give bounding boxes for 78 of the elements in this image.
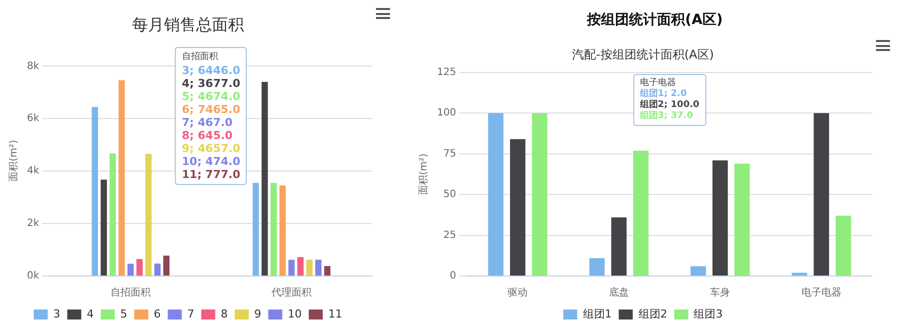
annotation: 4; 3677.0 bbox=[182, 77, 240, 90]
y-tick-label: 4k bbox=[26, 166, 40, 177]
x-tick-label: 自招面积 bbox=[110, 286, 151, 299]
bar bbox=[306, 260, 313, 276]
bar bbox=[92, 106, 98, 276]
x-tick-label: 代理面积 bbox=[270, 288, 312, 299]
y-tick-label: 0 bbox=[450, 270, 456, 282]
annotation: 组团2; 100.0 bbox=[640, 100, 700, 110]
y-tick-label: 100 bbox=[436, 108, 456, 119]
y-axis-title: 面积(m²) bbox=[8, 140, 20, 182]
bar bbox=[279, 186, 286, 276]
legend-label: 5 bbox=[120, 307, 128, 320]
y-tick-label: 0k bbox=[26, 270, 40, 282]
legend-label: 9 bbox=[254, 307, 262, 320]
bar bbox=[252, 182, 259, 276]
annotation: 5; 4674.0 bbox=[182, 90, 240, 104]
annotation: 10; 474.0 bbox=[182, 155, 240, 168]
y-tick-label: 2k bbox=[26, 218, 40, 230]
bar bbox=[163, 256, 170, 276]
bar bbox=[127, 264, 134, 276]
legend-label: 3 bbox=[53, 307, 60, 320]
bar bbox=[532, 113, 548, 276]
x-tick-label: 底盘 bbox=[608, 286, 629, 299]
y-axis-title: 面积(m²) bbox=[418, 153, 430, 195]
legend-label: 11 bbox=[328, 307, 342, 320]
bar bbox=[270, 182, 277, 276]
y-tick-label: 125 bbox=[436, 66, 456, 78]
bar bbox=[136, 259, 143, 276]
y-tick-label: 8k bbox=[26, 60, 40, 72]
x-tick-label: 车身 bbox=[710, 286, 730, 299]
chart-subtitle: 汽配-按组团统计面积(A区) bbox=[572, 47, 714, 62]
annotation: 组团3; 37.0 bbox=[640, 111, 694, 122]
bar bbox=[100, 180, 107, 276]
bar bbox=[792, 272, 808, 276]
bar bbox=[734, 164, 750, 276]
bar bbox=[633, 150, 649, 276]
annotation: 6; 7465.0 bbox=[182, 103, 240, 116]
bar bbox=[145, 154, 152, 276]
bar bbox=[589, 258, 605, 276]
annotation: 11; 777.0 bbox=[182, 168, 240, 182]
annotation: 7; 467.0 bbox=[182, 116, 234, 130]
chart-title: 按组团统计面积(A区) bbox=[586, 11, 724, 30]
annotation: 组团1; 2.0 bbox=[640, 89, 688, 100]
annotation: 8; 645.0 bbox=[182, 129, 234, 142]
bar bbox=[324, 266, 330, 276]
annotation: 3; 6446.0 bbox=[182, 64, 240, 78]
bar bbox=[488, 113, 504, 276]
bar bbox=[297, 257, 304, 276]
bar bbox=[315, 260, 322, 276]
bar bbox=[690, 266, 706, 276]
annotation: 9; 4657.0 bbox=[182, 142, 240, 156]
legend-label: 组团3 bbox=[694, 307, 723, 320]
legend-label: 7 bbox=[187, 307, 194, 320]
y-tick-label: 50 bbox=[443, 189, 456, 200]
legend-label: 6 bbox=[154, 307, 161, 320]
bar bbox=[288, 260, 295, 276]
legend-label: 组团2 bbox=[638, 307, 668, 320]
chart-title: 每月销售总面积 bbox=[132, 14, 244, 34]
bar bbox=[118, 80, 125, 276]
legend-label: 组团1 bbox=[582, 307, 612, 320]
legend-label: 10 bbox=[288, 307, 302, 320]
bar bbox=[262, 82, 268, 276]
bar bbox=[110, 153, 116, 276]
bar bbox=[712, 160, 728, 276]
bar bbox=[154, 264, 161, 276]
legend-label: 8 bbox=[220, 307, 228, 320]
y-tick-label: 75 bbox=[443, 148, 456, 160]
bar bbox=[611, 217, 627, 276]
x-tick-label: 驱动 bbox=[508, 288, 528, 299]
bar bbox=[510, 139, 526, 276]
annotation: 自招面积 bbox=[182, 51, 219, 64]
bar bbox=[814, 113, 830, 276]
legend-label: 4 bbox=[86, 307, 94, 320]
annotation: 电子电器 bbox=[640, 78, 677, 88]
y-tick-label: 6k bbox=[26, 113, 40, 124]
x-tick-label: 电子电器 bbox=[801, 286, 842, 299]
bar bbox=[836, 216, 851, 276]
y-tick-label: 25 bbox=[443, 230, 456, 241]
